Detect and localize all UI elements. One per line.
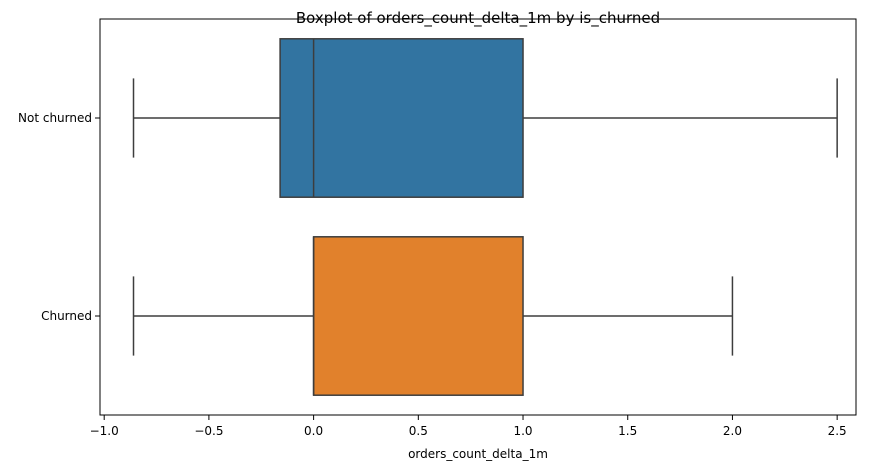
x-tick-label: 0.5 xyxy=(409,424,428,438)
x-tick-label: −1.0 xyxy=(90,424,119,438)
x-tick-label: 1.0 xyxy=(513,424,532,438)
x-tick-label: −0.5 xyxy=(194,424,223,438)
y-tick-label: Not churned xyxy=(18,111,92,125)
x-tick-label: 2.0 xyxy=(723,424,742,438)
plot-area xyxy=(132,38,838,396)
box-churned xyxy=(312,236,524,396)
x-axis-label: orders_count_delta_1m xyxy=(408,447,548,461)
x-axis: −1.0 −0.5 0.0 0.5 1.0 1.5 2.0 2.5 xyxy=(90,415,847,438)
plot-frame xyxy=(99,18,857,416)
y-axis: Not churned Churned xyxy=(18,111,100,323)
x-tick-label: 2.5 xyxy=(828,424,847,438)
x-tick-label: 1.5 xyxy=(618,424,637,438)
x-tick-label: 0.0 xyxy=(304,424,323,438)
y-tick-label: Churned xyxy=(41,309,92,323)
box-not-churned xyxy=(279,38,524,198)
